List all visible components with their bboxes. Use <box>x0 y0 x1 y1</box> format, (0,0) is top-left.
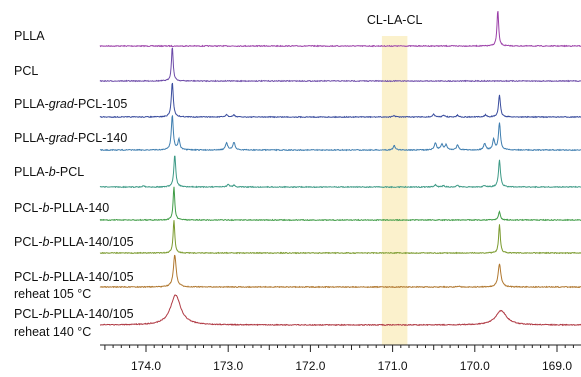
spectrum-line-6 <box>99 186 581 222</box>
series-label-9-line2: reheat 140 °C <box>14 325 91 339</box>
tick-label: 171.0 <box>378 359 408 373</box>
tick-label: 174.0 <box>131 359 161 373</box>
series-label-2: PCL <box>14 64 38 78</box>
series-label-8: PCL-b-PLLA-140/105 <box>14 270 134 284</box>
series-label-8-line2: reheat 105 °C <box>14 287 91 301</box>
spectrum-line-5 <box>99 155 581 189</box>
spectrum-line-8 <box>99 254 581 289</box>
series-label-4: PLLA-grad-PCL-140 <box>14 131 127 145</box>
cl-la-cl-annotation: CL-LA-CL <box>367 13 423 27</box>
cl-la-cl-highlight-band <box>381 36 408 345</box>
tick-label: 170.0 <box>460 359 490 373</box>
x-axis-ticks: 174.0 173.0 172.0 171.0 170.0 169.0 <box>104 345 574 373</box>
tick-label: 169.0 <box>542 359 572 373</box>
series-label-7: PCL-b-PLLA-140/105 <box>14 235 134 249</box>
spectrum-line-4 <box>99 115 581 152</box>
series-label-3: PLLA-grad-PCL-105 <box>14 97 127 111</box>
tick-label: 172.0 <box>295 359 325 373</box>
spectra-group <box>99 10 581 327</box>
tick-label: 173.0 <box>213 359 243 373</box>
series-label-9: PCL-b-PLLA-140/105 <box>14 307 134 321</box>
spectrum-line-9 <box>99 294 581 327</box>
spectrum-line-7 <box>99 220 581 255</box>
series-label-6: PCL-b-PLLA-140 <box>14 201 109 215</box>
spectrum-line-2 <box>99 47 581 83</box>
series-label-1: PLLA <box>14 29 45 43</box>
series-labels: PLLA PCL PLLA-grad-PCL-105 PLLA-grad-PCL-14… <box>14 29 134 339</box>
spectrum-line-3 <box>99 82 581 119</box>
series-label-5: PLLA-b-PCL <box>14 165 84 179</box>
spectrum-line-1 <box>99 10 581 48</box>
